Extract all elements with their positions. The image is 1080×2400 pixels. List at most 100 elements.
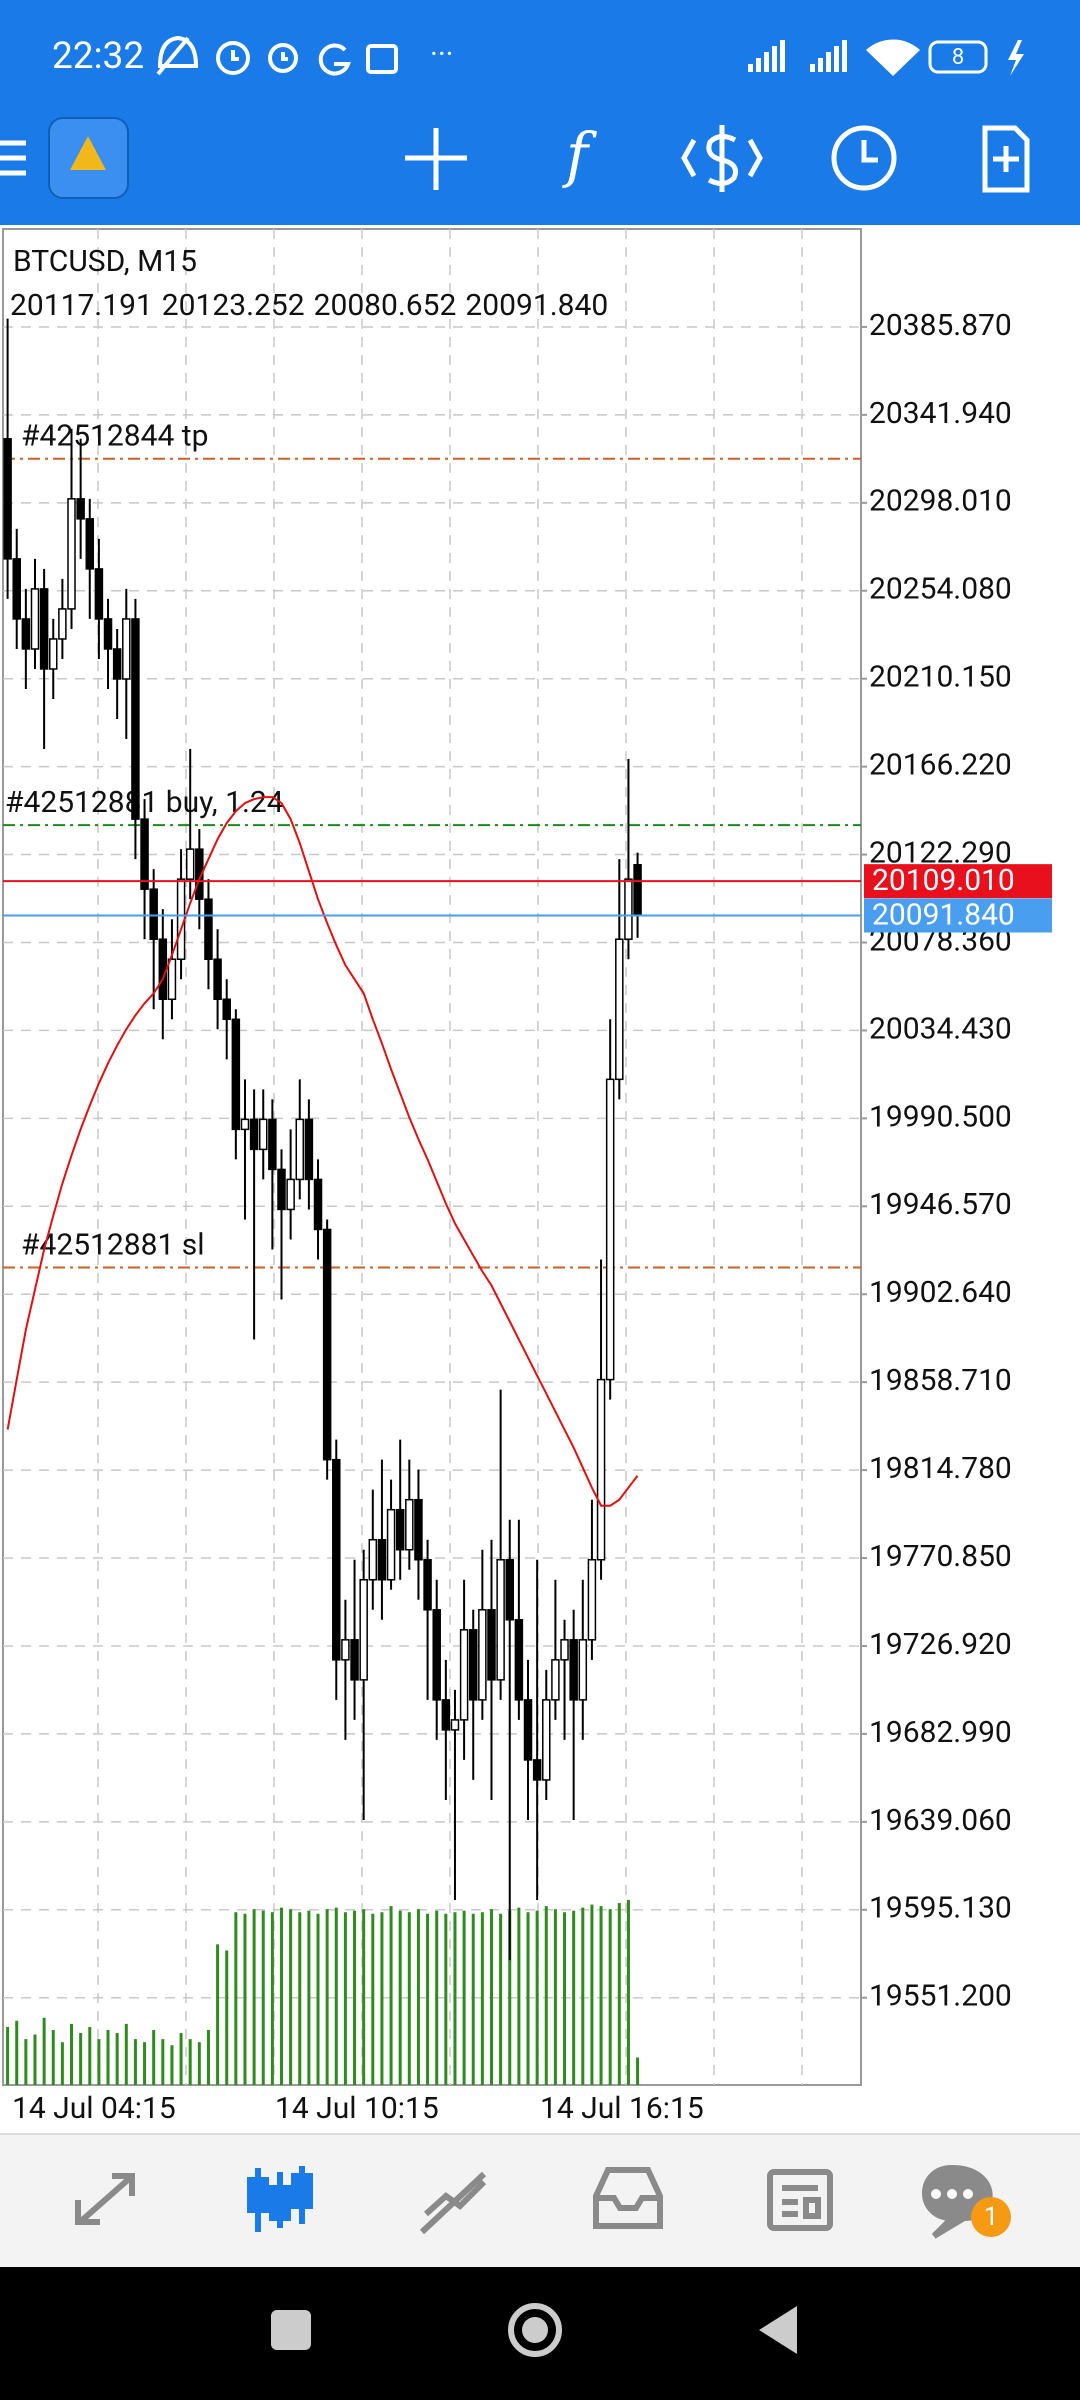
volume-bar xyxy=(371,1913,375,2085)
volume-bar xyxy=(234,1912,238,2085)
home-button[interactable] xyxy=(508,2303,562,2357)
candle-body xyxy=(459,1629,469,1721)
candle-body xyxy=(94,568,104,620)
candle-body xyxy=(30,588,40,650)
y-tick-label: 20341.940 xyxy=(869,396,1012,431)
volume-bar xyxy=(97,2039,101,2085)
volume-bar xyxy=(508,1910,512,2085)
candle-body xyxy=(414,1498,423,1561)
candle-body xyxy=(76,498,85,520)
status-more: ··· xyxy=(430,37,454,72)
candle-body xyxy=(231,1018,241,1131)
volume-bar xyxy=(15,2020,19,2085)
y-tick-label: 19990.500 xyxy=(869,1099,1012,1134)
new-order-button[interactable] xyxy=(982,125,1030,193)
y-tick-label: 19682.990 xyxy=(869,1715,1012,1750)
chat-tab[interactable] xyxy=(922,2164,993,2239)
volume-bar xyxy=(252,1909,256,2085)
chat-dots xyxy=(931,2189,973,2199)
candle-body xyxy=(304,1118,314,1181)
y-tick-label: 20166.220 xyxy=(869,748,1012,783)
candle-body xyxy=(140,818,149,890)
candle-body xyxy=(12,558,21,620)
candle-body xyxy=(322,1228,332,1461)
volume-bar xyxy=(435,1910,439,2085)
volume-bar xyxy=(197,2042,201,2085)
quotes-tab[interactable] xyxy=(75,2173,135,2225)
volume-bar xyxy=(206,2029,210,2085)
ohlc-open: 20117.191 xyxy=(10,288,153,323)
candle-body xyxy=(39,588,49,670)
chart: 20385.870 20341.940 20298.010 20254.080 2021… xyxy=(2,228,1052,2126)
ohlc-close: 20091.840 xyxy=(465,288,608,323)
volume-bar xyxy=(453,1912,457,2085)
trade-button[interactable] xyxy=(681,125,763,192)
y-tick-label: 20385.870 xyxy=(869,308,1012,343)
moving-average xyxy=(6,796,639,1507)
signal-icons xyxy=(748,39,920,76)
chart-title: BTCUSD, M15 xyxy=(13,244,197,279)
candle-body xyxy=(532,1759,542,1781)
candle-body xyxy=(58,608,67,640)
order-label: #42512881 sl xyxy=(21,1227,205,1262)
volume-bar xyxy=(599,1906,603,2085)
volume-bar xyxy=(106,2029,110,2085)
history-button[interactable] xyxy=(831,125,897,191)
y-tick-label: 19726.920 xyxy=(869,1627,1012,1662)
candle-body xyxy=(21,618,31,650)
volume-bar xyxy=(289,1909,293,2085)
volume-bar xyxy=(563,1912,567,2085)
volume-bar xyxy=(444,1913,448,2085)
volume-bar xyxy=(572,1910,576,2085)
ohlc-high: 20123.252 xyxy=(162,288,305,323)
volume-bar xyxy=(316,1913,320,2085)
volume-bar xyxy=(398,1910,402,2085)
candle-body xyxy=(551,1659,560,1701)
chart-tab[interactable] xyxy=(247,2166,313,2232)
candle-body xyxy=(67,498,76,610)
back-button[interactable] xyxy=(759,2306,797,2354)
volume-bar xyxy=(617,1903,621,2085)
volume-bar xyxy=(60,2042,64,2085)
candle-body xyxy=(49,638,58,670)
volume-bar xyxy=(188,2039,192,2085)
volume-bar xyxy=(115,2033,119,2085)
volume-bar xyxy=(462,1910,466,2085)
volume-bar xyxy=(526,1912,530,2085)
candle-body xyxy=(587,1558,597,1641)
candle-body xyxy=(195,848,204,900)
x-tick-label: 14 Jul 16:15 xyxy=(540,2091,704,2126)
volume-bar xyxy=(70,2023,74,2085)
candle-body xyxy=(341,1639,350,1661)
volume-bar xyxy=(380,1912,384,2085)
trade-tab[interactable] xyxy=(419,2171,487,2235)
y-tick-label: 19902.640 xyxy=(869,1275,1012,1310)
candle-body xyxy=(468,1629,478,1701)
candle-body xyxy=(204,898,213,960)
volume-bar xyxy=(544,1906,548,2085)
candle-body xyxy=(386,1508,396,1581)
volume-bar xyxy=(389,1906,393,2085)
recents-button[interactable] xyxy=(271,2310,311,2350)
price-box xyxy=(864,864,1052,899)
menu-button[interactable] xyxy=(0,140,26,176)
volume-bar xyxy=(261,1910,265,2085)
candle-body xyxy=(487,1609,496,1681)
candle-body xyxy=(605,1078,615,1381)
volume-bar xyxy=(298,1912,302,2085)
volume-bar xyxy=(6,2026,10,2085)
crosshair-button[interactable] xyxy=(405,128,467,190)
volume-bar xyxy=(325,1909,329,2085)
news-tab[interactable] xyxy=(767,2169,833,2231)
history-tab[interactable] xyxy=(593,2167,663,2229)
candle-body xyxy=(158,938,168,1001)
volume-bar xyxy=(307,1910,311,2085)
candle-body xyxy=(377,1538,387,1581)
volume-bar xyxy=(88,2026,92,2085)
volume-bar xyxy=(416,1909,420,2085)
candle-body xyxy=(277,1168,286,1211)
charging-icon xyxy=(1008,40,1024,76)
volume-bar xyxy=(334,1907,338,2085)
top-bar xyxy=(0,0,1080,225)
y-tick-label: 19770.850 xyxy=(869,1539,1012,1574)
